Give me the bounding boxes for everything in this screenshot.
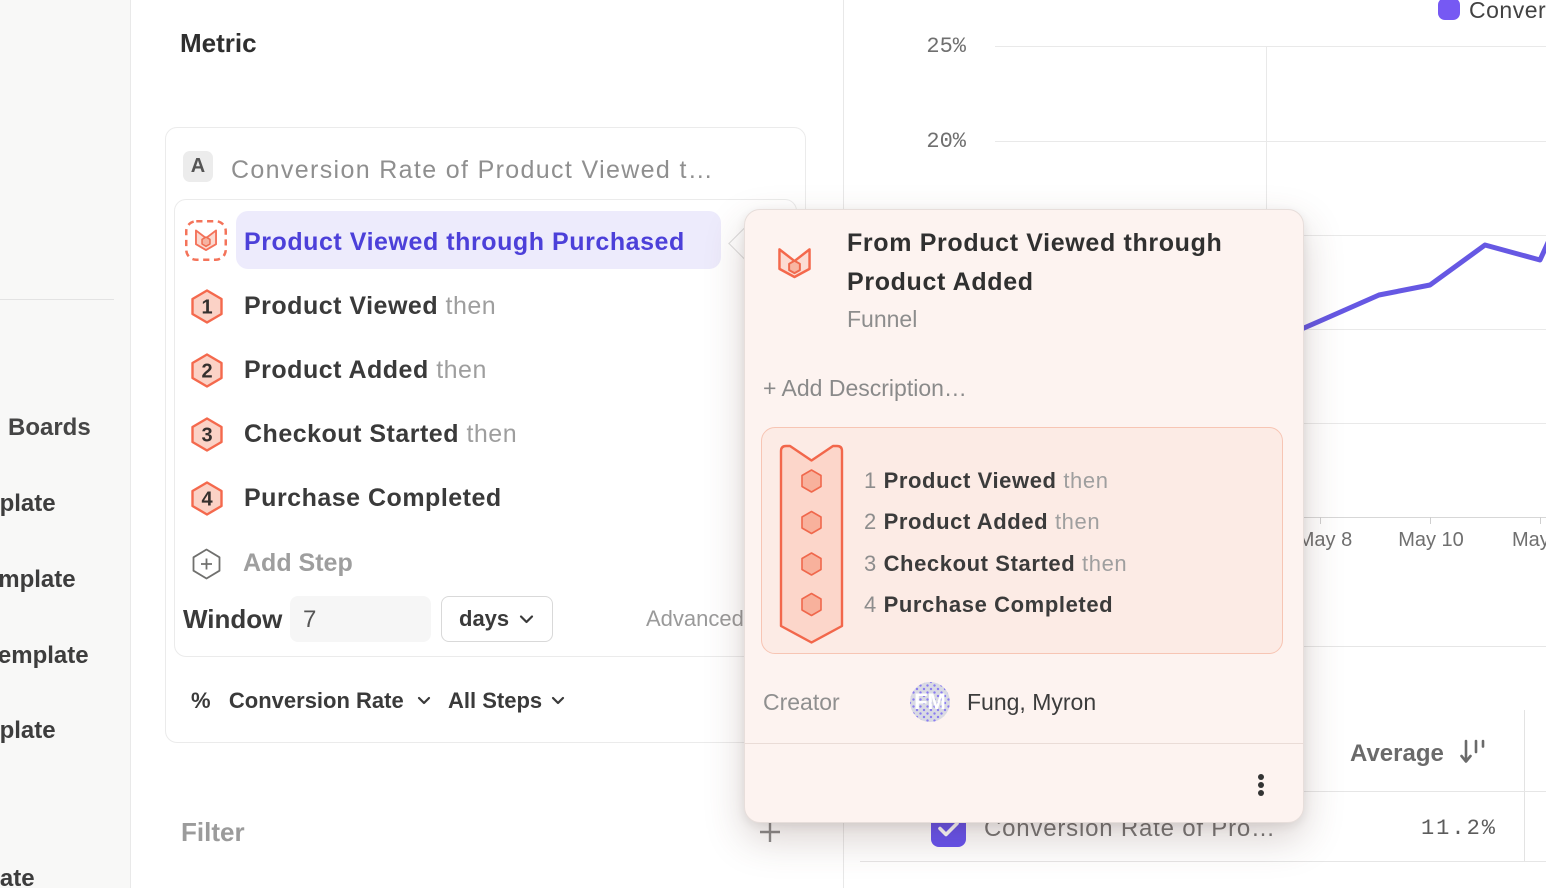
svg-text:3: 3 [201,425,212,447]
svg-text:1: 1 [201,297,212,319]
svg-text:4: 4 [201,489,213,511]
svg-text:2: 2 [201,361,212,383]
